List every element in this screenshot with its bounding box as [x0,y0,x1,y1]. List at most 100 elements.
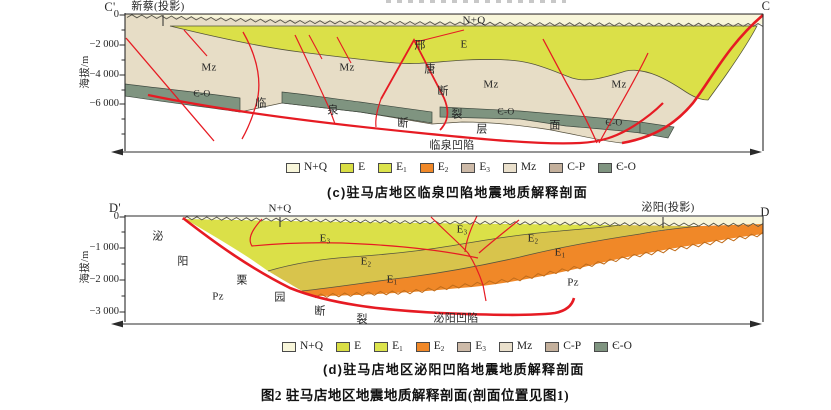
fault-line [430,216,487,302]
fault-name-char: 层 [476,123,488,136]
legend-swatch [549,163,564,174]
layer-eo-band-mid [281,91,433,124]
legend-label: E2 [437,161,449,175]
depression-label-biyang: 泌阳凹陷 [433,312,479,325]
legend-swatch [374,342,389,353]
legend-label: E1 [392,340,403,354]
fault-line [542,38,598,144]
figure-caption: 图2 驻马店地区地震地质解释剖面(剖面位置见图1) [260,388,570,403]
endpoint-label-c-prime: C' [104,0,116,14]
layer-label-e3: E3 [456,223,468,237]
legend-item: E3 [461,161,490,175]
axis-tick-label: −2 000 [89,38,119,50]
layer-label-e3: E3 [319,232,331,246]
axis-tick-label: −6 000 [89,97,119,109]
layer-e [169,25,758,101]
fault-name-char: 裂 [451,108,463,121]
fault-name-char: 泉 [327,104,339,117]
fault-line [308,34,323,60]
nq-wavy-boundary [181,216,764,228]
fault-line-liyuan-boundary [182,216,576,317]
legend-label: E2 [433,340,445,354]
legend-label: N+Q [304,161,328,174]
legend-item: N+Q [286,162,327,174]
legend-label: E1 [396,161,407,175]
endpoint-label-c: C [761,0,771,13]
fault-line [294,34,336,125]
legend-item: Mz [498,340,533,353]
cropped-text-fragment [386,0,566,3]
fault-name-char: 面 [549,119,561,132]
fault-line [375,98,382,128]
layer-label-mz: Mz [201,61,217,74]
fault-name-char: 邢 [414,39,426,52]
legend-swatch [498,342,513,353]
legend-swatch [457,342,472,353]
fault-name-char: 唐 [424,63,436,76]
boundary-e2-e1 [301,225,701,292]
fault-name-char: 裂 [356,313,368,326]
axis-tick-label: −2 000 [89,273,119,285]
legend-label: Mz [516,340,533,353]
layer-e3 [185,219,620,271]
nq-wavy-boundary [126,14,764,28]
fault-line [336,36,352,64]
layer-e1 [302,224,763,296]
legend-swatch [461,163,476,174]
layer-label-e: E [460,38,468,51]
legend-swatch [594,342,609,353]
fault-name-char: 临 [255,97,267,110]
layer-label-e2: E2 [527,232,539,246]
legend-label: N+Q [300,340,324,353]
legend-item: E2 [419,161,449,175]
layer-label-nq: N+Q [268,202,292,215]
legend-item: Mz [502,162,536,174]
fault-name-char: 园 [274,291,286,304]
axis-tick-label: −1 000 [89,241,119,253]
legend-swatch [415,342,430,353]
legend-label: Є-O [616,161,636,174]
fault-name-char: 阳 [177,255,189,268]
axis-tick-label: 0 [113,8,119,20]
fault-name-char: 断 [437,85,449,98]
fault-line-xingtang [380,38,449,131]
elevation-axis-label: 海拔/m [79,250,91,284]
legend-swatch [502,163,517,174]
caption-d: (d)驻马店地区泌阳凹陷地震地质解释剖面 [323,362,585,377]
legend-item: N+Q [282,341,323,353]
legend-swatch [336,342,351,353]
endpoint-label-d-prime: D' [109,200,121,215]
axis-tick-label: −3 000 [89,305,119,317]
legend-item: C-P [545,341,581,353]
legend-swatch [340,163,355,174]
axis-tick-label: 0 [113,210,119,222]
layer-label-mz: Mz [483,78,499,91]
fault-name-char: 断 [314,305,326,318]
legend-swatch [545,342,560,353]
axis-tick-label: −4 000 [89,68,119,80]
legend-label: E3 [479,161,490,175]
section-c-profile [111,13,764,156]
layer-label-mz: Mz [339,61,355,74]
fault-line-linquan-detachment [147,93,664,145]
legend-item: C-P [549,162,585,174]
axis-ticks [119,14,125,135]
layer-label-e2: E2 [360,255,372,269]
arrowhead-left [111,148,123,156]
fault-name-char: 泌 [152,230,164,243]
legend-swatch [598,163,613,174]
legend-item: E3 [457,340,486,353]
fault-line [478,219,520,254]
projection-tick [279,217,664,228]
legend-swatch [282,342,296,353]
layer-nq-strip [182,217,763,225]
layer-label-eo: Є-O [193,89,211,100]
legend-swatch [419,163,434,174]
layer-label-e1: E1 [386,273,398,287]
fault-line [598,52,649,144]
projection-label-xincai: 新蔡(投影) [131,0,185,13]
elevation-axis-label: 海拔/m [79,55,91,89]
fault-line [249,218,479,259]
